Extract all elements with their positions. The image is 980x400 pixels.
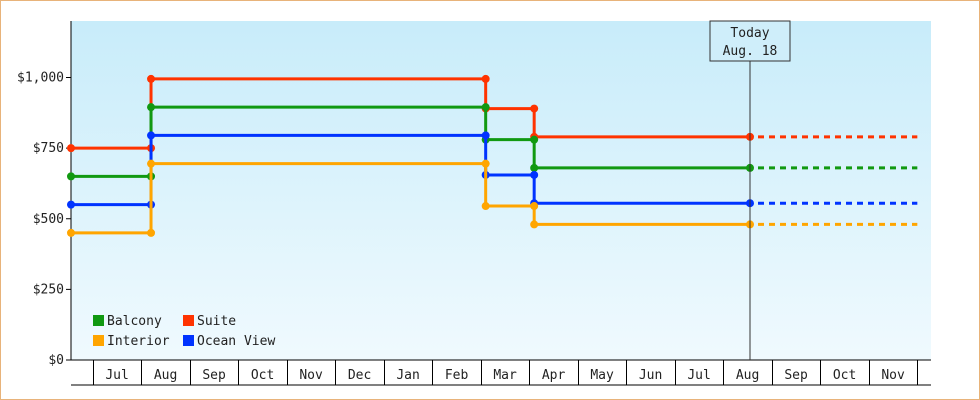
legend-item-suite: Suite (183, 314, 236, 329)
y-tick-label: $500 (33, 212, 64, 227)
x-axis: Jul Aug Sep Oct Nov Dec Jan Feb Mar Apr May Jun Jul A… (71, 359, 931, 386)
y-tick-label: $1,000 (17, 71, 64, 86)
x-tick-label: Nov (299, 368, 323, 383)
x-tick-label: Jul (687, 368, 710, 383)
x-tick-label: Jan (396, 368, 419, 383)
data-point (481, 103, 490, 112)
data-point (147, 228, 156, 237)
legend: Balcony Suite Interior Ocean View (93, 314, 275, 349)
legend-item-balcony: Balcony (93, 314, 162, 329)
x-tick-label: Jul (105, 368, 128, 383)
data-point (147, 103, 156, 112)
data-point (530, 104, 539, 113)
data-point (530, 135, 539, 144)
data-point (530, 202, 539, 211)
y-tick-label: $0 (48, 353, 64, 368)
legend-item-ocean-view: Ocean View (183, 334, 275, 349)
data-point (530, 163, 539, 172)
data-point (481, 131, 490, 140)
data-point (67, 228, 75, 237)
x-tick-label: May (590, 368, 614, 383)
x-tick-label: Sep (784, 368, 808, 383)
series-layer (67, 74, 918, 237)
data-point (530, 220, 539, 229)
legend-swatch (183, 335, 194, 346)
x-tick-label: Oct (251, 368, 274, 383)
x-tick-label: Aug (154, 368, 177, 383)
plot-background (71, 21, 931, 360)
x-tick-label: Aug (736, 368, 759, 383)
legend-label: Ocean View (197, 334, 275, 349)
y-tick-label: $750 (33, 141, 64, 156)
x-tick-label: Feb (445, 368, 469, 383)
series-interior (67, 159, 918, 237)
data-point (67, 172, 75, 181)
legend-swatch (183, 315, 194, 326)
legend-label: Balcony (107, 314, 162, 329)
x-tick-label: Jun (639, 368, 662, 383)
today-box (709, 20, 791, 62)
data-point (147, 131, 156, 140)
x-tick-label: Sep (202, 368, 226, 383)
legend-item-interior: Interior (93, 334, 170, 349)
legend-label: Interior (107, 334, 170, 349)
data-point (481, 74, 490, 83)
x-tick-label: Oct (833, 368, 856, 383)
y-axis: $0 $250 $500 $750 $1,000 (17, 21, 72, 368)
legend-swatch (93, 315, 104, 326)
data-point (481, 202, 490, 211)
today-marker: Today Aug. 18 (709, 20, 791, 360)
x-tick-label: Mar (493, 368, 517, 383)
data-point (147, 74, 156, 83)
data-point (530, 170, 539, 179)
legend-swatch (93, 335, 104, 346)
data-point (67, 200, 75, 209)
today-date: Aug. 18 (723, 44, 778, 59)
data-point (481, 159, 490, 168)
x-tick-label: Apr (542, 368, 566, 383)
x-tick-label: Nov (881, 368, 905, 383)
today-label: Today (730, 26, 769, 41)
legend-label: Suite (197, 314, 236, 329)
y-tick-label: $250 (33, 282, 64, 297)
x-tick-label: Dec (348, 368, 371, 383)
data-point (147, 159, 156, 168)
data-point (67, 144, 75, 153)
